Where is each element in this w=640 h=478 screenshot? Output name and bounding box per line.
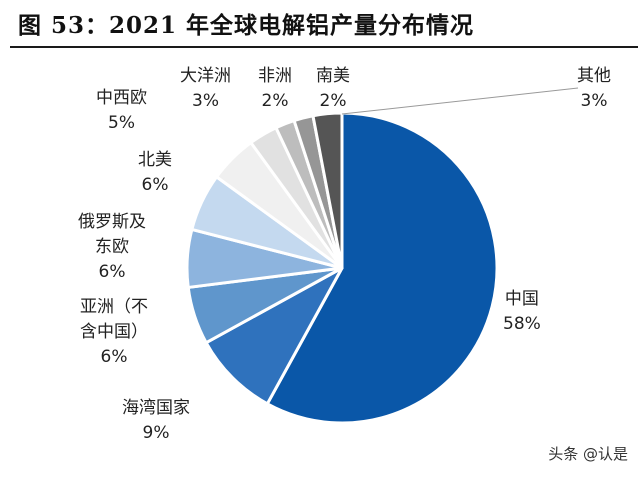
label-north-america-value: 6% xyxy=(141,175,169,195)
label-south-america-value: 2% xyxy=(319,91,347,111)
label-other-name: 其他 xyxy=(577,66,611,86)
label-china-name: 中国 xyxy=(504,289,539,309)
label-gulf-name: 海湾国家 xyxy=(122,398,190,418)
pie-slice-9 xyxy=(311,111,344,270)
pie-slice-1 xyxy=(204,266,344,406)
label-russia: 俄罗斯及 东欧 6% xyxy=(78,210,146,285)
label-china: 中国 58% xyxy=(503,287,541,337)
label-asia-name-2: 含中国） xyxy=(80,322,148,342)
title-divider xyxy=(10,46,638,48)
label-north-america: 北美 6% xyxy=(138,148,172,198)
figure-header: 图 53：2021 年全球电解铝产量分布情况 xyxy=(0,0,640,46)
label-russia-name-2: 东欧 xyxy=(95,237,129,257)
label-russia-value: 6% xyxy=(98,262,126,282)
label-asia-name-1: 亚洲（不 xyxy=(80,297,148,317)
pie-slices xyxy=(185,111,499,425)
label-gulf-value: 9% xyxy=(142,423,170,443)
label-asia: 亚洲（不 含中国） 6% xyxy=(80,295,148,370)
label-china-value: 58% xyxy=(503,314,541,334)
label-west-europe-name: 中西欧 xyxy=(96,88,147,108)
figure-title: 图 53：2021 年全球电解铝产量分布情况 xyxy=(18,12,475,39)
label-west-europe-value: 5% xyxy=(108,113,135,133)
other-leader-line xyxy=(341,87,579,115)
label-south-america: 南美 2% xyxy=(316,64,350,114)
label-africa: 非洲 2% xyxy=(258,64,292,114)
label-other: 其他 3% xyxy=(577,64,611,114)
label-russia-name-1: 俄罗斯及 xyxy=(78,212,146,232)
label-south-america-name: 南美 xyxy=(316,66,350,86)
pie-slice-0 xyxy=(265,111,499,425)
label-other-value: 3% xyxy=(580,91,608,111)
label-north-america-name: 北美 xyxy=(138,150,172,170)
label-west-europe: 中西欧 5% xyxy=(96,86,147,136)
watermark: 头条 @认是 xyxy=(548,445,628,463)
label-africa-value: 2% xyxy=(261,91,289,111)
label-africa-name: 非洲 xyxy=(258,66,292,86)
label-oceania: 大洋洲 3% xyxy=(180,64,231,114)
label-oceania-value: 3% xyxy=(192,91,219,111)
label-asia-value: 6% xyxy=(100,347,128,367)
label-oceania-name: 大洋洲 xyxy=(180,66,231,86)
label-gulf: 海湾国家 9% xyxy=(122,396,190,446)
